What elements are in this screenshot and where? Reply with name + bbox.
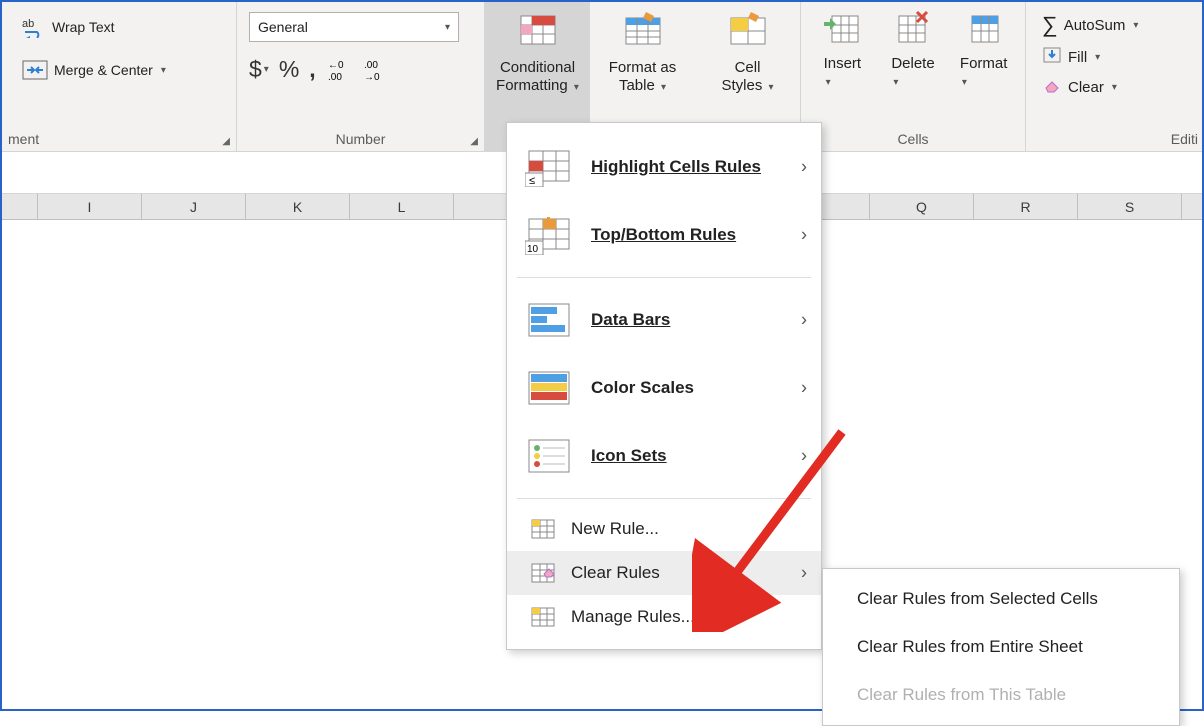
chevron-right-icon: › [801,157,807,178]
alignment-group-label: ment [2,131,236,147]
new-rule-item[interactable]: New Rule... [507,507,821,551]
chevron-right-icon: › [801,446,807,467]
delete-button[interactable]: Delete▾ [878,10,949,129]
clear-rules-icon [529,561,557,585]
merge-center-icon [22,60,48,80]
highlight-cells-rules-item[interactable]: ≤ Highlight Cells Rules › [507,133,821,201]
merge-center-label: Merge & Center [54,62,153,78]
svg-text:≤: ≤ [529,175,535,187]
increase-decimal-button[interactable]: ←0.00 [326,58,352,82]
clear-selected-cells-item[interactable]: Clear Rules from Selected Cells [823,575,1179,623]
clear-rules-submenu: Clear Rules from Selected Cells Clear Ru… [822,568,1180,726]
svg-text:ab: ab [22,18,34,30]
dialog-launcher-icon[interactable]: ◢ [222,136,230,147]
manage-rules-icon [529,605,557,629]
chevron-right-icon: › [801,310,807,331]
chevron-down-icon: ▾ [1133,20,1138,31]
clear-button[interactable]: Clear ▾ [1042,76,1196,98]
color-scales-item[interactable]: Color Scales › [507,354,821,422]
chevron-down-icon: ▾ [1095,52,1100,63]
svg-text:←0: ←0 [328,60,344,71]
chevron-right-icon: › [801,378,807,399]
percent-button[interactable]: % [279,56,299,83]
decrease-decimal-button[interactable]: .00→0 [362,58,388,82]
chevron-down-icon: ▾ [445,22,450,33]
chevron-down-icon: ▾ [826,77,831,88]
chevron-down-icon: ▾ [962,77,967,88]
clear-this-table-item: Clear Rules from This Table [823,671,1179,719]
top-bottom-rules-item[interactable]: 10 Top/Bottom Rules › [507,201,821,269]
format-as-table-icon [620,10,666,53]
column-header[interactable]: J [142,194,246,219]
comma-button[interactable]: , [309,56,315,83]
chevron-down-icon: ▾ [661,82,666,93]
clear-rules-item[interactable]: Clear Rules › [507,551,821,595]
number-format-value: General [258,19,308,35]
cells-group-label: Cells [801,131,1025,147]
chevron-down-icon: ▾ [574,82,579,93]
chevron-down-icon: ▾ [264,64,269,75]
highlight-cells-icon: ≤ [525,147,573,187]
insert-button[interactable]: Insert▾ [807,10,878,129]
column-header[interactable]: K [246,194,350,219]
chevron-down-icon: ▾ [769,82,774,93]
chevron-down-icon: ▾ [161,65,166,76]
menu-separator [517,277,811,278]
merge-center-button[interactable]: Merge & Center ▾ [16,56,172,84]
color-scales-icon [525,368,573,408]
manage-rules-item[interactable]: Manage Rules... [507,595,821,639]
editing-group-label: Editi [1026,131,1202,147]
svg-text:→0: →0 [364,72,380,82]
sigma-icon: ∑ [1042,12,1058,38]
wrap-text-label: Wrap Text [52,19,115,35]
eraser-icon [1042,76,1062,98]
chevron-right-icon: › [801,563,807,584]
column-header[interactable]: I [38,194,142,219]
wrap-text-button[interactable]: ab Wrap Text [16,12,121,42]
data-bars-item[interactable]: Data Bars › [507,286,821,354]
currency-button[interactable]: $▾ [249,56,269,83]
autosum-button[interactable]: ∑ AutoSum ▾ [1042,12,1196,38]
svg-text:.00: .00 [328,72,342,82]
column-header[interactable]: S [1078,194,1182,219]
fill-button[interactable]: Fill ▾ [1042,46,1196,68]
column-header[interactable]: Q [870,194,974,219]
format-button[interactable]: Format▾ [948,10,1019,129]
svg-text:10: 10 [527,244,539,255]
insert-icon [822,10,862,49]
icon-sets-icon [525,436,573,476]
top-bottom-icon: 10 [525,215,573,255]
fill-down-icon [1042,46,1062,68]
conditional-formatting-icon [515,10,561,53]
dialog-launcher-icon[interactable]: ◢ [470,136,478,147]
delete-icon [893,10,933,49]
column-header[interactable]: R [974,194,1078,219]
format-icon [964,10,1004,49]
data-bars-icon [525,300,573,340]
chevron-right-icon: › [801,225,807,246]
conditional-formatting-menu: ≤ Highlight Cells Rules › 10 Top/Bottom … [506,122,822,650]
chevron-down-icon: ▾ [1112,82,1117,93]
menu-separator [517,498,811,499]
column-header[interactable]: L [350,194,454,219]
clear-entire-sheet-item[interactable]: Clear Rules from Entire Sheet [823,623,1179,671]
new-rule-icon [529,517,557,541]
svg-text:.00: .00 [364,60,378,71]
column-header[interactable] [2,194,38,219]
number-format-combo[interactable]: General ▾ [249,12,459,42]
cell-styles-icon [725,10,771,53]
number-group-label: Number [237,131,484,147]
icon-sets-item[interactable]: Icon Sets › [507,422,821,490]
chevron-down-icon: ▾ [893,77,898,88]
wrap-text-icon: ab [22,16,46,38]
